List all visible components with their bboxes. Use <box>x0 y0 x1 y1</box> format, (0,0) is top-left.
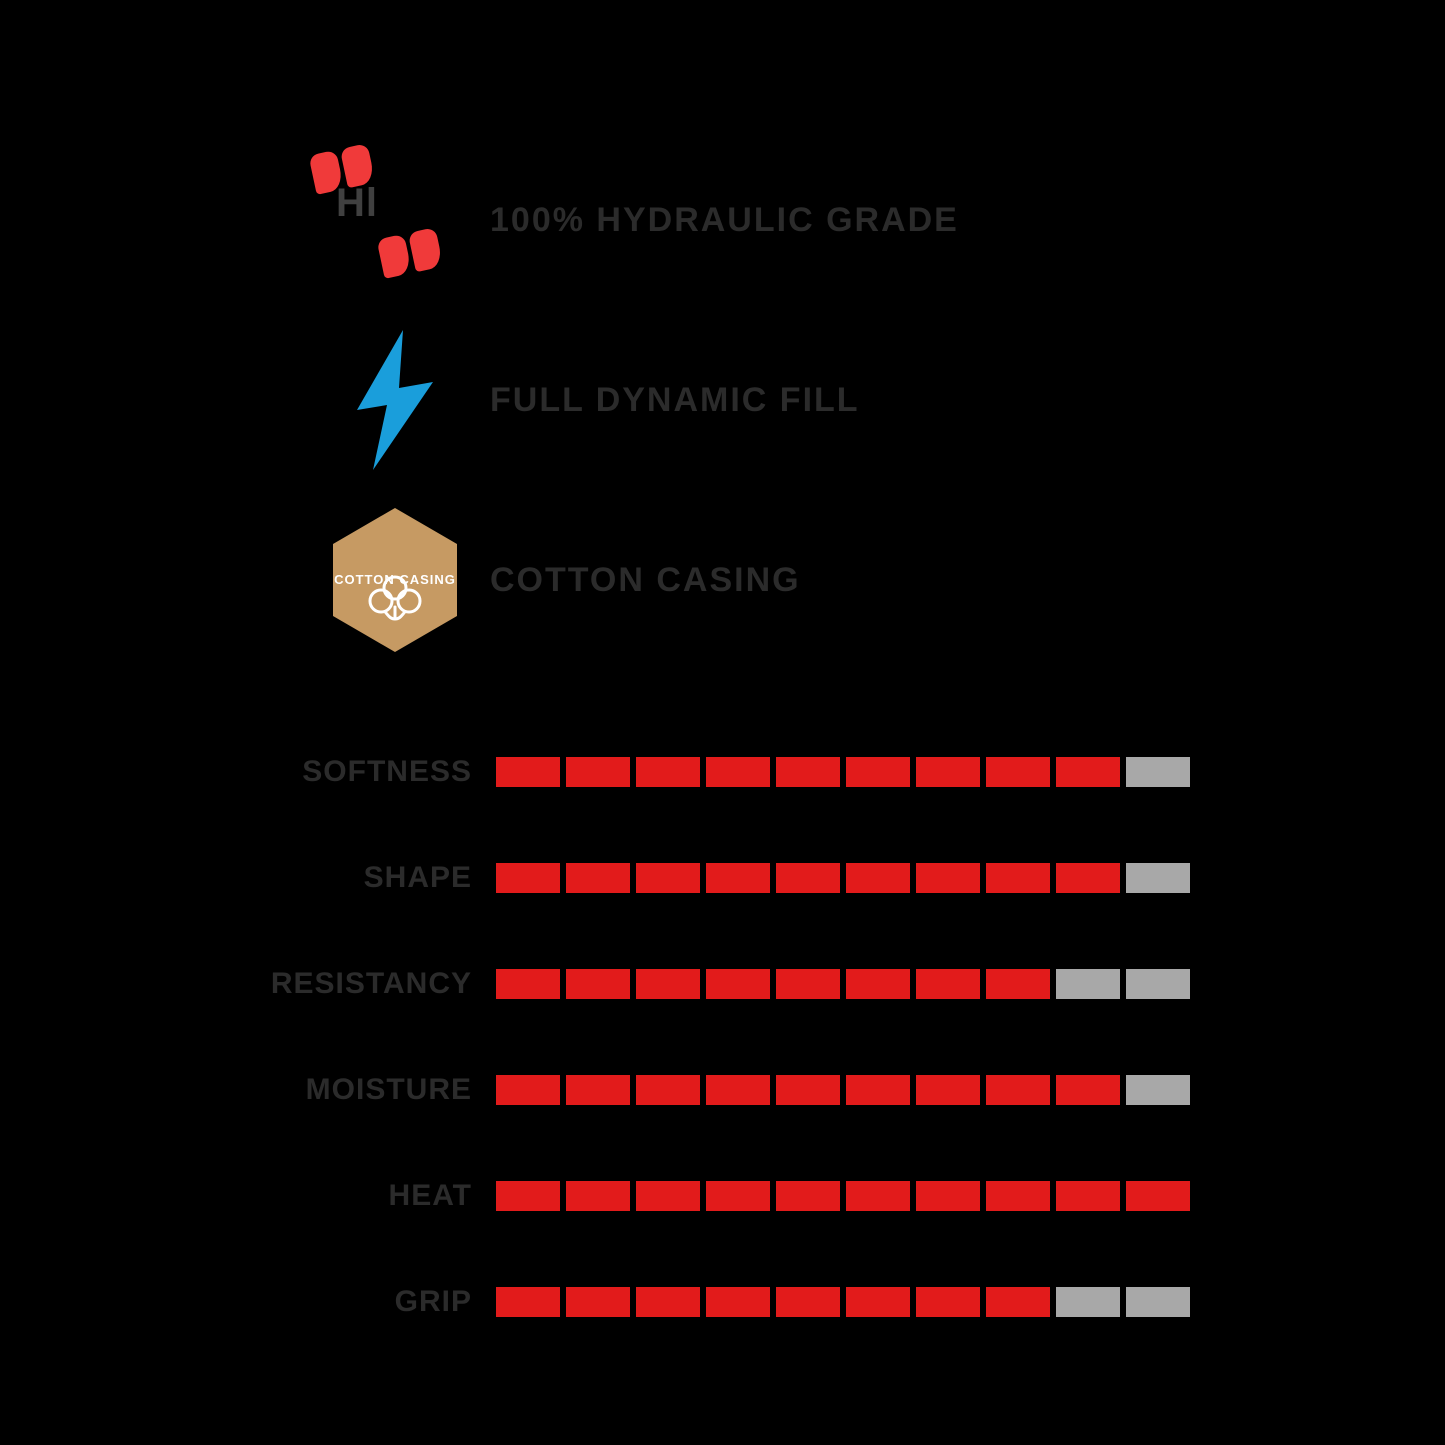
rating-segment <box>846 969 910 999</box>
product-spec-infographic: Hl 100% HYDRAULIC GRADE FULL DYNAMIC FIL… <box>0 0 1445 1445</box>
rating-segment <box>846 1075 910 1105</box>
rating-segment <box>776 863 840 893</box>
rating-segment <box>496 969 560 999</box>
rating-segment <box>1056 1075 1120 1105</box>
rating-bar <box>496 863 1190 893</box>
rating-segment <box>636 757 700 787</box>
rating-segment <box>846 1287 910 1317</box>
rating-segment <box>496 757 560 787</box>
rating-row: RESISTANCY <box>210 957 1190 1011</box>
rating-segment <box>1126 1075 1190 1105</box>
rating-segment <box>986 969 1050 999</box>
feature-cotton: COTTON CASING COTTON CASING <box>330 490 1150 670</box>
bolt-shape <box>357 330 433 470</box>
rating-segment <box>986 863 1050 893</box>
rating-segment <box>776 1287 840 1317</box>
rating-segment <box>1056 1181 1120 1211</box>
rating-label: HEAT <box>210 1179 496 1213</box>
rating-segment <box>776 757 840 787</box>
rating-segment <box>706 1287 770 1317</box>
rating-row: MOISTURE <box>210 1063 1190 1117</box>
rating-row: HEAT <box>210 1169 1190 1223</box>
rating-segment <box>846 757 910 787</box>
feature-dynamic: FULL DYNAMIC FILL <box>330 310 1150 490</box>
feature-label: FULL DYNAMIC FILL <box>490 381 860 420</box>
rating-segment <box>636 1181 700 1211</box>
rating-row: SHAPE <box>210 851 1190 905</box>
rating-segment <box>916 969 980 999</box>
rating-segment <box>566 969 630 999</box>
rating-segment <box>1126 1287 1190 1317</box>
rating-segment <box>706 1181 770 1211</box>
rating-row: SOFTNESS <box>210 745 1190 799</box>
rating-bar <box>496 1075 1190 1105</box>
rating-segment <box>1056 757 1120 787</box>
rating-segment <box>916 1287 980 1317</box>
rating-label: MOISTURE <box>210 1073 496 1107</box>
rating-label: SOFTNESS <box>210 755 496 789</box>
rating-segment <box>1056 863 1120 893</box>
hex-badge-icon: COTTON CASING <box>330 515 460 645</box>
rating-segment <box>916 1075 980 1105</box>
rating-segment <box>1126 757 1190 787</box>
feature-label: 100% HYDRAULIC GRADE <box>490 201 959 240</box>
rating-segment <box>986 1075 1050 1105</box>
rating-segment <box>1126 969 1190 999</box>
rating-segment <box>566 757 630 787</box>
features-list: Hl 100% HYDRAULIC GRADE FULL DYNAMIC FIL… <box>330 130 1150 670</box>
rating-segment <box>636 969 700 999</box>
rating-segment <box>846 863 910 893</box>
rating-segment <box>916 863 980 893</box>
rating-segment <box>776 1181 840 1211</box>
rating-segment <box>776 969 840 999</box>
rating-label: RESISTANCY <box>210 967 496 1001</box>
rating-segment <box>636 1287 700 1317</box>
rating-segment <box>566 863 630 893</box>
feature-hydraulic: Hl 100% HYDRAULIC GRADE <box>330 130 1150 310</box>
rating-segment <box>986 1287 1050 1317</box>
quote-icon: Hl <box>330 155 460 285</box>
rating-segment <box>846 1181 910 1211</box>
rating-segment <box>496 863 560 893</box>
rating-segment <box>1126 863 1190 893</box>
rating-segment <box>1056 1287 1120 1317</box>
rating-segment <box>706 863 770 893</box>
bolt-icon <box>330 335 460 465</box>
feature-label: COTTON CASING <box>490 561 801 600</box>
rating-segment <box>496 1287 560 1317</box>
rating-bar <box>496 1181 1190 1211</box>
quote-monogram: Hl <box>336 181 378 226</box>
rating-segment <box>916 757 980 787</box>
rating-segment <box>986 757 1050 787</box>
rating-segment <box>1056 969 1120 999</box>
rating-segment <box>566 1075 630 1105</box>
rating-segment <box>706 1075 770 1105</box>
rating-segment <box>776 1075 840 1105</box>
rating-label: SHAPE <box>210 861 496 895</box>
rating-segment <box>706 969 770 999</box>
rating-segment <box>1126 1181 1190 1211</box>
rating-segment <box>986 1181 1050 1211</box>
rating-segment <box>636 1075 700 1105</box>
ratings-chart: SOFTNESS SHAPE RESISTANCY MOISTURE HEAT GRIP <box>210 745 1190 1381</box>
rating-segment <box>636 863 700 893</box>
rating-label: GRIP <box>210 1285 496 1319</box>
rating-bar <box>496 969 1190 999</box>
rating-bar <box>496 1287 1190 1317</box>
rating-segment <box>496 1075 560 1105</box>
rating-segment <box>566 1287 630 1317</box>
rating-segment <box>496 1181 560 1211</box>
rating-segment <box>706 757 770 787</box>
rating-bar <box>496 757 1190 787</box>
rating-segment <box>566 1181 630 1211</box>
rating-row: GRIP <box>210 1275 1190 1329</box>
rating-segment <box>916 1181 980 1211</box>
cotton-icon <box>364 573 426 625</box>
